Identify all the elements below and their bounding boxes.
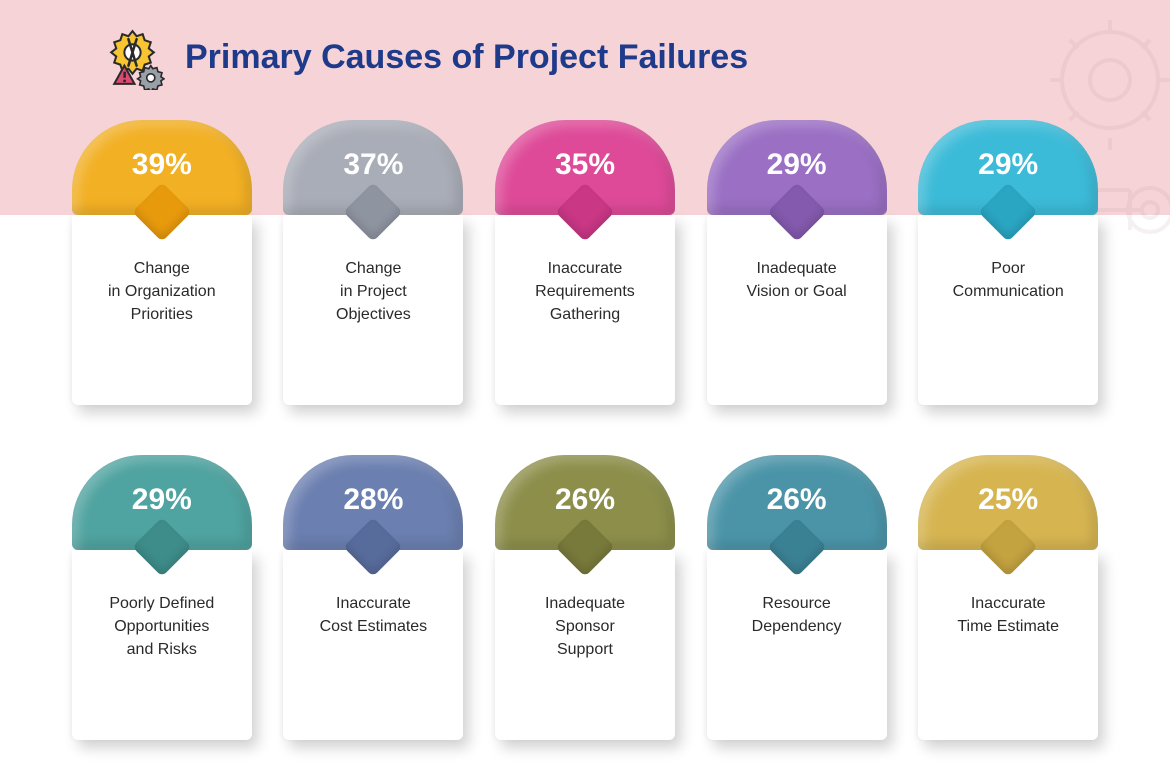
page-title: Primary Causes of Project Failures [185, 38, 748, 77]
card-label: Poorly DefinedOpportunitiesand Risks [109, 592, 214, 662]
cause-card: 37% Changein ProjectObjectives [283, 120, 463, 405]
card-top: 29% [918, 120, 1098, 215]
card-body: Poorly DefinedOpportunitiesand Risks [72, 550, 252, 740]
card-body: InaccurateTime Estimate [918, 550, 1098, 740]
card-label: InaccurateTime Estimate [957, 592, 1059, 638]
card-top: 26% [707, 455, 887, 550]
card-top: 26% [495, 455, 675, 550]
card-label: InadequateVision or Goal [746, 257, 846, 303]
card-label: InadequateSponsorSupport [545, 592, 625, 662]
cause-card: 29% PoorCommunication [918, 120, 1098, 405]
card-percentage: 29% [767, 148, 827, 182]
cause-card: 29% InadequateVision or Goal [707, 120, 887, 405]
card-percentage: 39% [132, 148, 192, 182]
card-percentage: 25% [978, 483, 1038, 517]
card-body: InadequateVision or Goal [707, 215, 887, 405]
card-top: 29% [72, 455, 252, 550]
card-top: 37% [283, 120, 463, 215]
card-label: Changein ProjectObjectives [336, 257, 411, 327]
cards-grid: 39% Changein OrganizationPriorities 37% Cha… [0, 120, 1170, 740]
card-label: PoorCommunication [953, 257, 1064, 303]
card-top: 35% [495, 120, 675, 215]
card-percentage: 26% [767, 483, 827, 517]
card-label: Changein OrganizationPriorities [108, 257, 216, 327]
cause-card: 28% InaccurateCost Estimates [283, 455, 463, 740]
card-percentage: 35% [555, 148, 615, 182]
card-body: Changein ProjectObjectives [283, 215, 463, 405]
card-body: InaccurateCost Estimates [283, 550, 463, 740]
card-label: InaccurateCost Estimates [320, 592, 428, 638]
card-top: 28% [283, 455, 463, 550]
card-percentage: 29% [978, 148, 1038, 182]
card-label: ResourceDependency [752, 592, 842, 638]
cause-card: 39% Changein OrganizationPriorities [72, 120, 252, 405]
card-top: 39% [72, 120, 252, 215]
card-top: 29% [707, 120, 887, 215]
card-body: InaccurateRequirementsGathering [495, 215, 675, 405]
title-wrap: Primary Causes of Project Failures [0, 0, 1170, 90]
cause-card: 35% InaccurateRequirementsGathering [495, 120, 675, 405]
cause-card: 29% Poorly DefinedOpportunitiesand Risks [72, 455, 252, 740]
card-percentage: 26% [555, 483, 615, 517]
gear-warning-icon [100, 25, 165, 90]
card-body: InadequateSponsorSupport [495, 550, 675, 740]
card-percentage: 28% [343, 483, 403, 517]
cause-card: 26% InadequateSponsorSupport [495, 455, 675, 740]
cause-card: 25% InaccurateTime Estimate [918, 455, 1098, 740]
cause-card: 26% ResourceDependency [707, 455, 887, 740]
card-top: 25% [918, 455, 1098, 550]
card-body: Changein OrganizationPriorities [72, 215, 252, 405]
card-percentage: 29% [132, 483, 192, 517]
card-body: ResourceDependency [707, 550, 887, 740]
card-percentage: 37% [343, 148, 403, 182]
card-label: InaccurateRequirementsGathering [535, 257, 635, 327]
card-body: PoorCommunication [918, 215, 1098, 405]
